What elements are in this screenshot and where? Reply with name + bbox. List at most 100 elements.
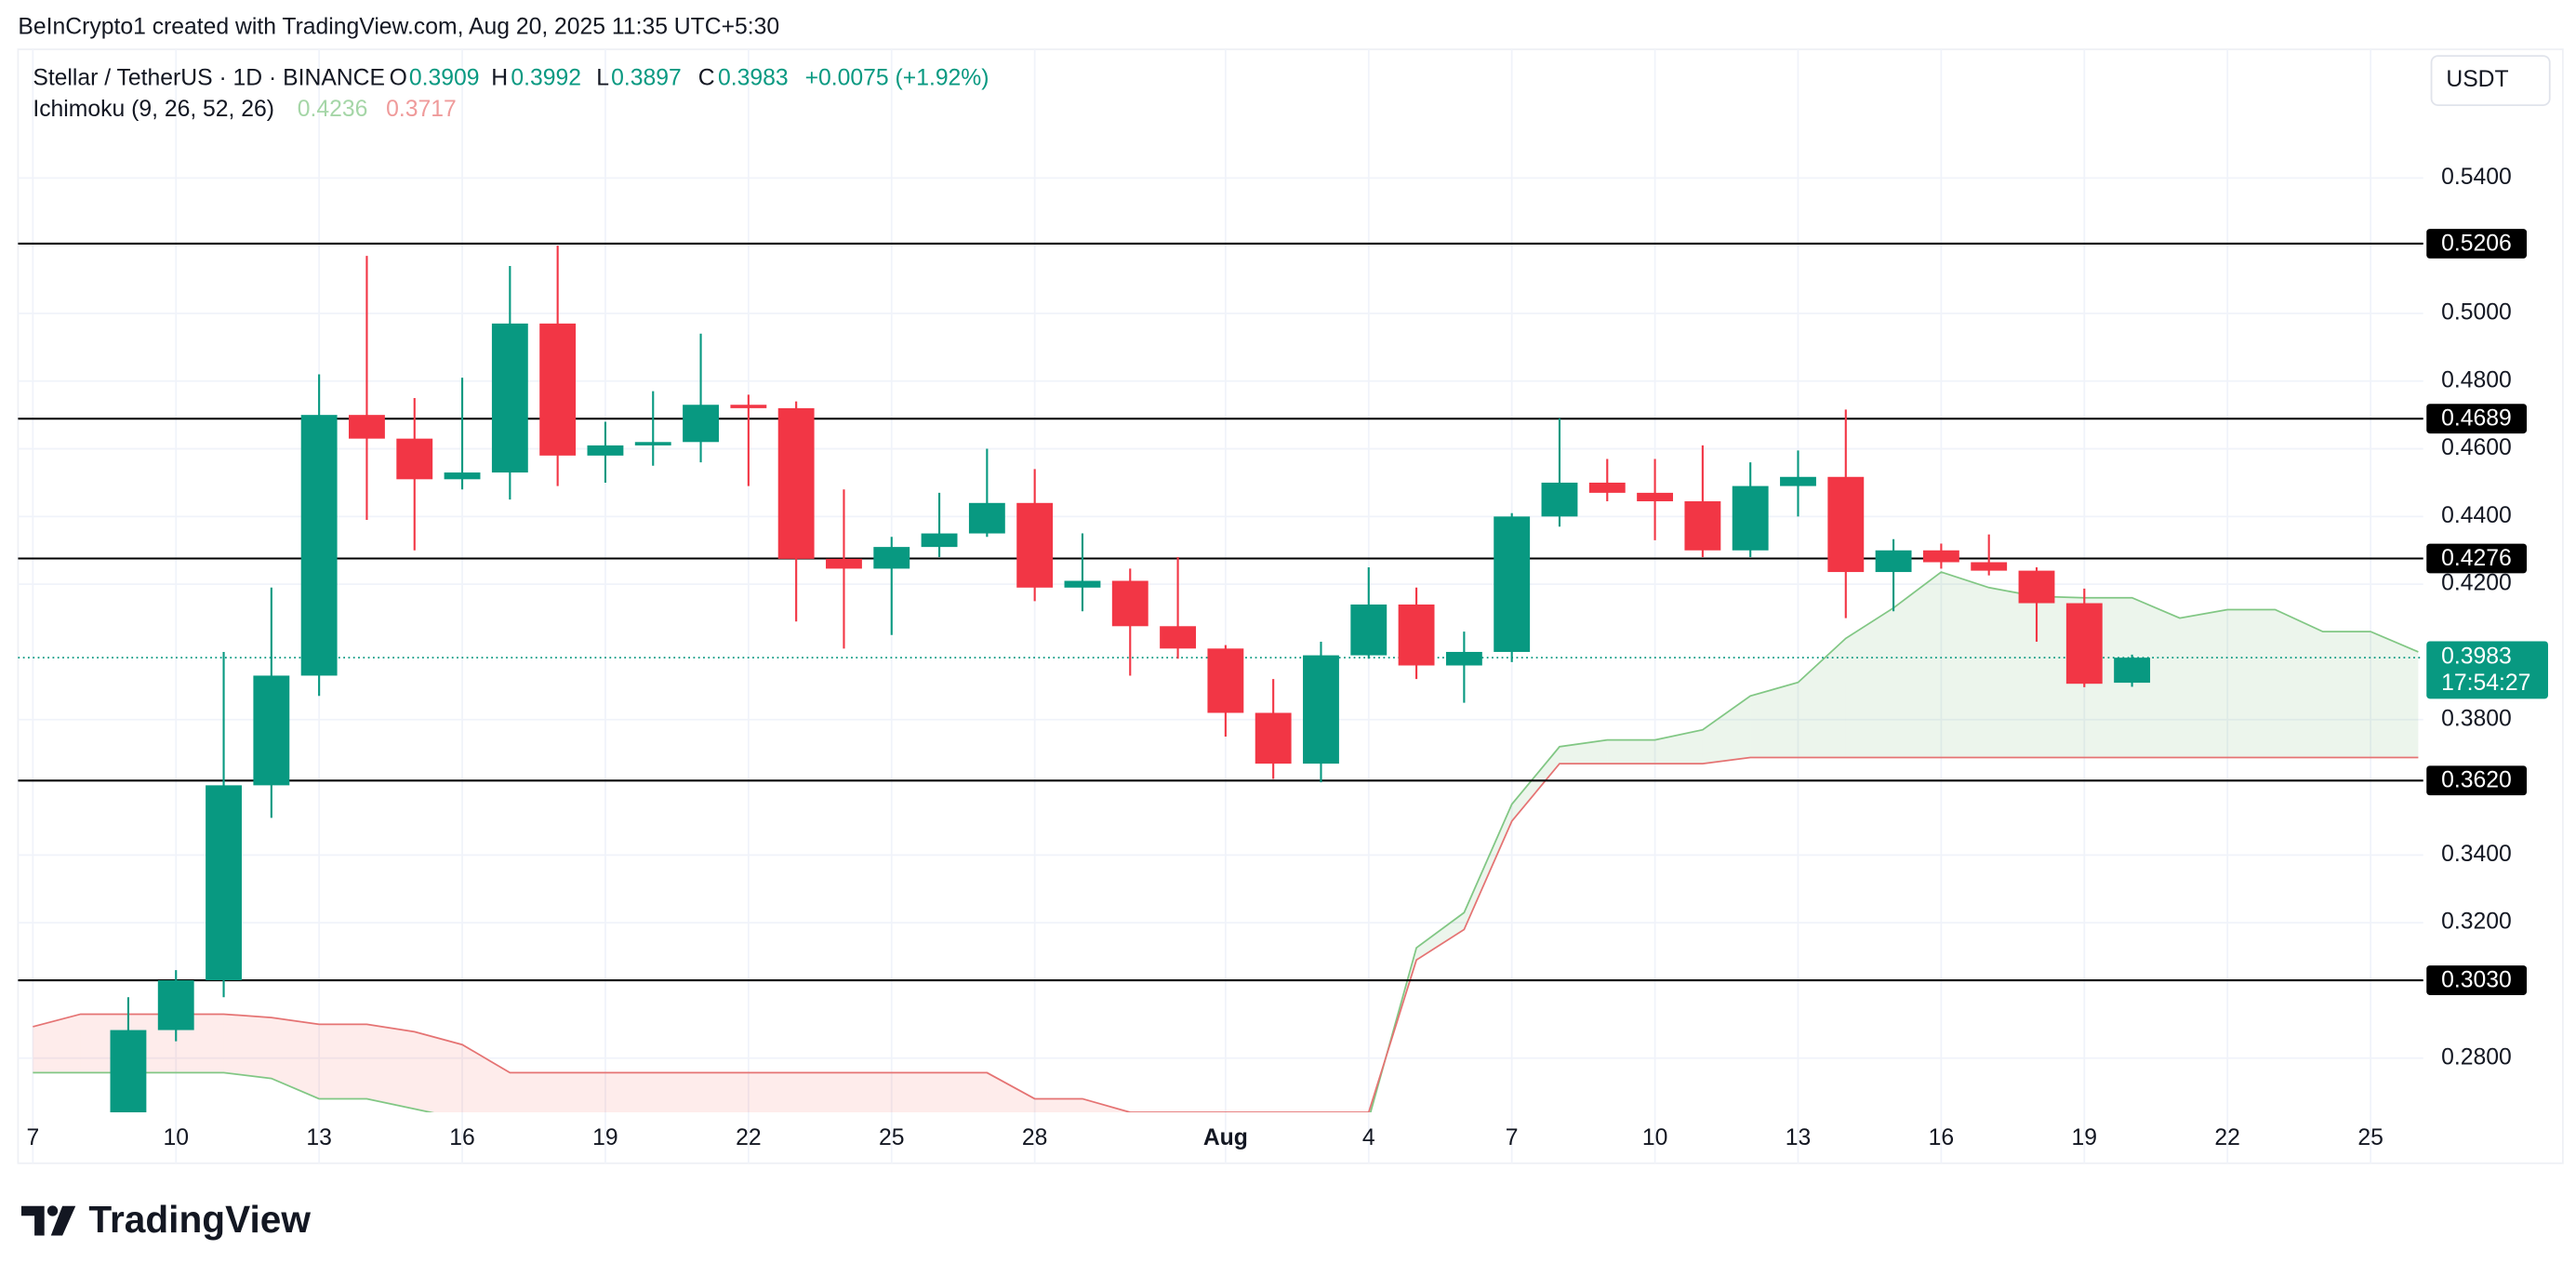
candle-body: [1350, 605, 1388, 656]
cloud-segment: [1082, 1098, 1131, 1113]
x-tick-label: 28: [1022, 1125, 1048, 1150]
span-b-value: 0.3717: [386, 97, 457, 122]
candle-body: [873, 547, 910, 569]
candle-body: [1637, 492, 1674, 501]
candle-body: [826, 558, 862, 569]
cloud-segment: [604, 1072, 654, 1113]
x-tick-label: 19: [2072, 1125, 2098, 1150]
candle-body: [1445, 651, 1482, 666]
candle-body: [300, 415, 338, 676]
level-label: 0.3030: [2441, 967, 2512, 992]
x-tick-label: 4: [1362, 1125, 1375, 1150]
cloud-segment: [1941, 572, 1989, 758]
y-tick-label: 0.4600: [2441, 435, 2512, 460]
cloud-segment: [2322, 631, 2371, 758]
candle-body: [1875, 550, 1912, 573]
cloud-segment: [1607, 739, 1655, 764]
cloud-segment: [462, 1044, 511, 1113]
ohlc-value: 0.3983: [718, 65, 789, 90]
candles: [110, 246, 2151, 1113]
cloud-segment: [1226, 1112, 1273, 1119]
candle-body: [1207, 648, 1244, 713]
x-tick-label: 16: [449, 1125, 474, 1150]
cloud-segment: [1702, 696, 1751, 764]
level-label: 0.4689: [2441, 406, 2512, 432]
candle-body: [2018, 570, 2055, 604]
cloud-segment: [700, 1072, 749, 1113]
ohlc-name: C: [698, 65, 715, 90]
change: +0.0075 (+1.92%): [805, 65, 989, 90]
cloud-segment: [319, 1024, 367, 1099]
candle-body: [1494, 516, 1531, 652]
span-b-line: [33, 756, 2419, 1113]
cloud-segment: [1416, 912, 1465, 961]
x-tick-label: 13: [306, 1125, 332, 1150]
cloud-segment: [1845, 607, 1894, 758]
cloud-segment: [1464, 804, 1512, 930]
cloud-segment: [1798, 638, 1846, 758]
countdown: 17:54:27: [2441, 671, 2530, 696]
candle-body: [777, 407, 815, 559]
x-tick-label: 25: [2357, 1125, 2383, 1150]
y-tick-label: 0.4400: [2441, 503, 2512, 528]
cloud-segment: [1511, 746, 1560, 821]
cloud-segment: [1893, 572, 1942, 758]
candle-body: [1732, 485, 1769, 551]
currency-box[interactable]: [2430, 55, 2551, 106]
last-price-label: 0.3983: [2441, 645, 2512, 670]
brand: TradingView: [88, 1198, 311, 1241]
level-label-box: [2426, 229, 2528, 259]
span-a-value: 0.4236: [298, 97, 368, 122]
cloud-segment: [1130, 1112, 1177, 1119]
ohlc-value: 0.3897: [611, 65, 682, 90]
y-tick-label: 0.2800: [2441, 1044, 2512, 1070]
currency[interactable]: USDT: [2446, 67, 2508, 92]
candle-body: [1922, 550, 1959, 563]
cloud-segment: [1654, 729, 1703, 764]
candle-body: [921, 533, 958, 548]
y-tick-label: 0.4200: [2441, 571, 2512, 596]
y-tick-label: 0.5400: [2441, 165, 2512, 190]
candle-body: [444, 472, 481, 480]
level-label-box: [2426, 404, 2528, 434]
cloud-segment: [557, 1072, 605, 1113]
candle-body: [1971, 562, 2008, 571]
cloud-segment: [939, 1072, 988, 1113]
cloud-segment: [1273, 1112, 1321, 1119]
cloud-segment: [2179, 609, 2228, 758]
candle-body: [206, 785, 242, 981]
x-tick-label: 19: [592, 1125, 618, 1150]
candle-body: [491, 323, 528, 473]
cloud-segment: [2227, 609, 2276, 758]
candle-body: [1588, 482, 1626, 493]
header: BeInCrypto1 created with TradingView.com…: [18, 15, 779, 40]
last-price-box: [2426, 641, 2548, 699]
cloud-segment: [796, 1072, 844, 1113]
cloud-segment: [366, 1024, 415, 1110]
cloud-segment: [1321, 1112, 1368, 1119]
candle-body: [730, 405, 767, 408]
cloud-segment: [891, 1072, 940, 1113]
cloud-segment: [510, 1072, 558, 1113]
candle-body: [1111, 580, 1149, 627]
y-tick-label: 0.3400: [2441, 842, 2512, 867]
x-tick-label: 7: [1506, 1125, 1519, 1150]
candle-body: [1016, 502, 1054, 588]
level-label-box: [2426, 965, 2528, 995]
cloud-segment: [414, 1031, 463, 1113]
ohlc-value: 0.3909: [409, 65, 480, 90]
cloud-segment: [653, 1072, 701, 1113]
candle-body: [1684, 500, 1721, 551]
candle-body: [1255, 712, 1292, 764]
candle-body: [1064, 580, 1101, 588]
candle-body: [110, 1030, 147, 1113]
cloud-segment: [1178, 1112, 1226, 1119]
candle-body: [587, 445, 624, 456]
candle-body: [2065, 603, 2103, 685]
candle-body: [349, 415, 385, 439]
level-label: 0.5206: [2441, 231, 2512, 256]
candle-body: [253, 675, 290, 786]
candle-body: [1541, 482, 1578, 517]
